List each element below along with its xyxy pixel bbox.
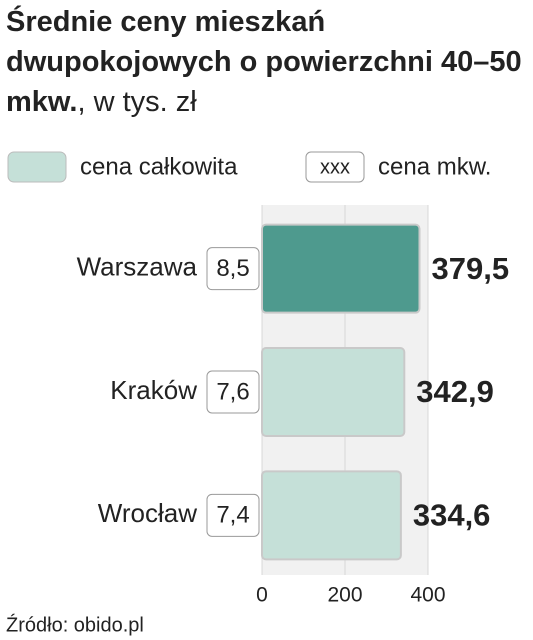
y-tick-label: Warszawa bbox=[77, 252, 198, 282]
bar bbox=[261, 223, 421, 314]
sqm-label: 7,6 bbox=[216, 378, 249, 405]
y-tick-label: Kraków bbox=[110, 375, 197, 405]
bar bbox=[261, 470, 402, 561]
chart-title: Średnie ceny mieszkań dwupokojowych o po… bbox=[6, 6, 522, 118]
y-tick-label: Wrocław bbox=[98, 498, 197, 528]
sqm-box bbox=[206, 370, 260, 414]
legend-label: cena mkw. bbox=[378, 153, 491, 180]
x-tick-label: 0 bbox=[256, 584, 268, 607]
sqm-label: 8,5 bbox=[216, 255, 249, 282]
x-tick-label: 200 bbox=[327, 584, 362, 607]
bar bbox=[261, 347, 406, 437]
x-tick-label: 400 bbox=[410, 584, 445, 607]
value-label: 379,5 bbox=[431, 251, 509, 286]
legend-label: cena całkowita bbox=[80, 153, 238, 180]
chart-subtitle: , w tys. zł bbox=[77, 86, 197, 118]
legend-swatch bbox=[7, 151, 67, 183]
value-label: 342,9 bbox=[416, 374, 494, 409]
source: Źródło: obido.pl bbox=[6, 613, 144, 636]
sqm-label: 7,4 bbox=[216, 502, 249, 529]
title-block: Średnie ceny mieszkań dwupokojowych o po… bbox=[6, 2, 528, 122]
value-label: 334,6 bbox=[413, 498, 491, 533]
sqm-box bbox=[206, 247, 260, 291]
legend-box bbox=[305, 151, 365, 183]
legend-sample: xxx bbox=[320, 156, 350, 178]
sqm-box bbox=[206, 493, 260, 537]
